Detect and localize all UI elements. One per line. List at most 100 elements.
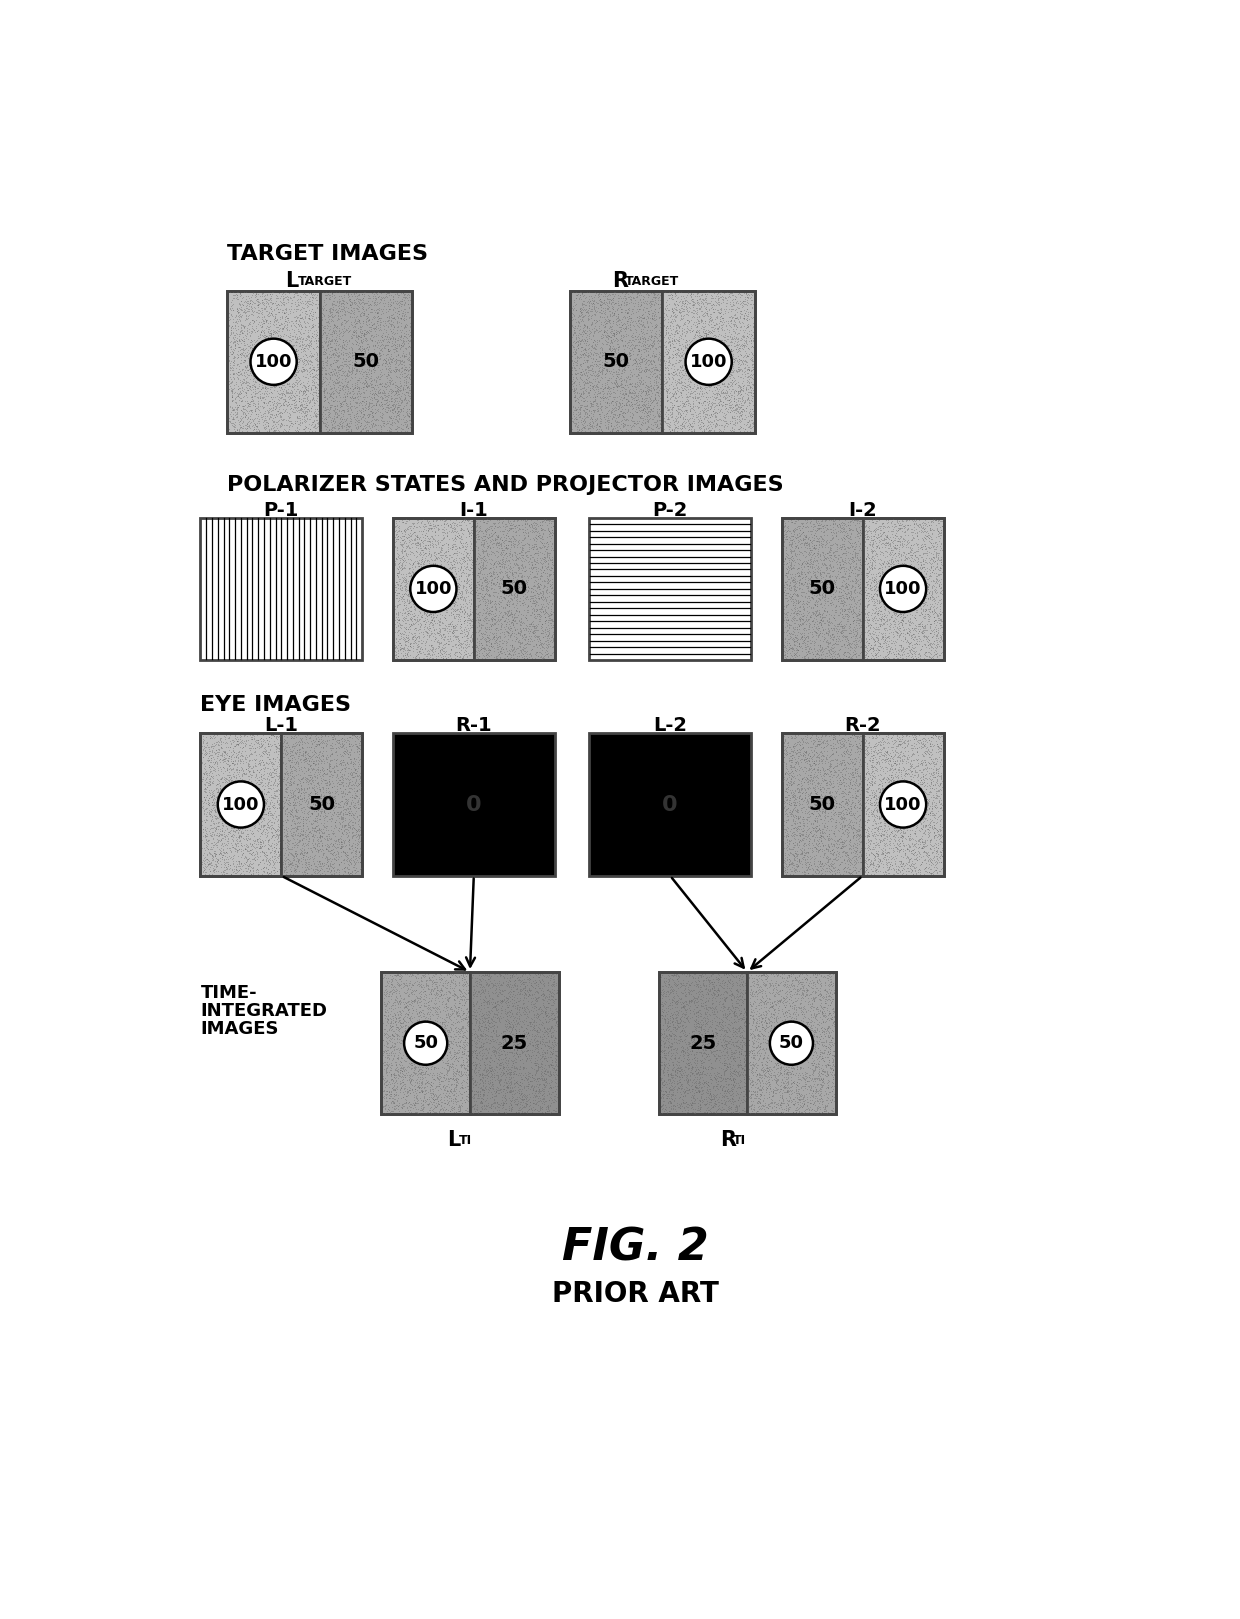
Point [601, 338, 621, 364]
Point [541, 981, 560, 1007]
Point [703, 996, 723, 1022]
Point [861, 640, 880, 665]
Point [480, 1010, 500, 1036]
Point [401, 576, 420, 602]
Point [262, 335, 281, 361]
Point [339, 298, 358, 324]
Point [497, 555, 517, 581]
Point [228, 303, 248, 329]
Point [243, 329, 263, 355]
Point [443, 1057, 463, 1083]
Point [913, 733, 932, 759]
Point [422, 633, 441, 659]
Point [910, 860, 930, 886]
Point [926, 751, 946, 777]
Point [226, 330, 246, 356]
Point [921, 761, 941, 787]
Point [836, 813, 856, 839]
Point [341, 406, 361, 432]
Point [920, 771, 940, 797]
Point [707, 1096, 727, 1122]
Point [776, 1059, 796, 1085]
Point [398, 521, 418, 547]
Point [877, 822, 897, 848]
Point [656, 342, 676, 368]
Point [812, 748, 832, 774]
Point [228, 308, 248, 334]
Point [869, 785, 889, 811]
Point [511, 578, 531, 604]
Point [495, 516, 515, 542]
Point [521, 1010, 541, 1036]
Point [734, 996, 754, 1022]
Point [729, 1073, 749, 1099]
Point [511, 1091, 531, 1117]
Point [712, 1009, 732, 1035]
Point [397, 300, 417, 325]
Point [511, 528, 531, 554]
Point [856, 546, 875, 572]
Point [274, 291, 294, 317]
Point [433, 976, 453, 1002]
Point [248, 311, 268, 337]
Point [893, 584, 913, 610]
Point [373, 300, 393, 325]
Point [661, 303, 681, 329]
Point [926, 811, 946, 837]
Point [646, 368, 666, 393]
Point [501, 962, 521, 988]
Point [786, 999, 806, 1025]
Point [843, 801, 863, 827]
Point [386, 325, 405, 351]
Point [672, 338, 692, 364]
Point [904, 801, 924, 827]
Point [650, 334, 670, 359]
Point [787, 589, 807, 615]
Point [817, 845, 837, 871]
Point [808, 852, 828, 877]
Point [412, 1056, 432, 1081]
Point [915, 750, 935, 776]
Point [743, 361, 763, 387]
Point [694, 1069, 714, 1094]
Point [415, 618, 435, 644]
Point [284, 355, 304, 380]
Point [673, 312, 693, 338]
Point [429, 996, 449, 1022]
Point [815, 1028, 835, 1054]
Point [909, 546, 929, 572]
Point [391, 967, 410, 992]
Point [534, 1075, 554, 1101]
Point [398, 508, 418, 534]
Point [672, 1020, 692, 1046]
Point [334, 740, 353, 766]
Bar [393, 518, 474, 661]
Point [228, 395, 248, 421]
Point [563, 296, 583, 322]
Point [785, 575, 805, 601]
Point [239, 348, 259, 374]
Point [444, 1067, 464, 1093]
Point [859, 835, 879, 861]
Point [849, 614, 869, 640]
Point [869, 615, 889, 641]
Point [443, 618, 463, 644]
Point [929, 737, 949, 763]
Point [497, 1057, 517, 1083]
Point [285, 312, 305, 338]
Point [529, 586, 549, 612]
Point [454, 643, 474, 669]
Point [715, 1098, 735, 1124]
Point [265, 746, 285, 772]
Point [701, 335, 720, 361]
Point [719, 319, 739, 345]
Point [676, 1093, 696, 1119]
Point [631, 379, 651, 405]
Point [425, 1022, 445, 1047]
Point [805, 979, 825, 1005]
Point [661, 979, 681, 1005]
Point [339, 800, 358, 826]
Point [539, 989, 559, 1015]
Point [931, 516, 951, 542]
Point [931, 536, 951, 562]
